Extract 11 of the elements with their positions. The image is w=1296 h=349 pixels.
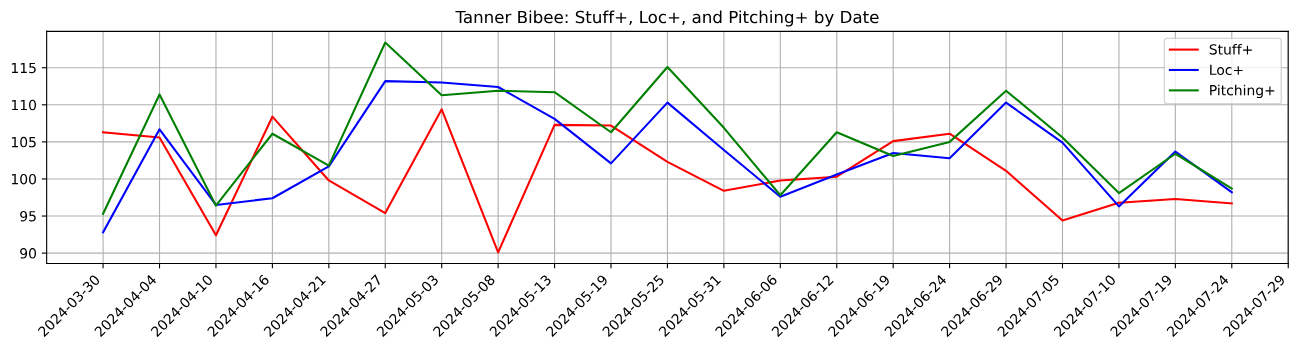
y-tick-label: 90 bbox=[20, 248, 37, 259]
y-tick-label: 110 bbox=[11, 99, 37, 111]
y-tick-label: 115 bbox=[11, 62, 36, 74]
legend-label: Stuff+ bbox=[1209, 43, 1252, 55]
y-tick-label: 105 bbox=[11, 136, 36, 148]
line-series bbox=[102, 108, 1233, 254]
legend-label: Pitching+ bbox=[1210, 84, 1275, 99]
y-tick-label: 100 bbox=[11, 173, 37, 185]
y-tick-label: 95 bbox=[20, 211, 36, 222]
legend-label: Loc+ bbox=[1210, 64, 1243, 76]
chart-title: Tanner Bibee: Stuff+, Loc+, and Pitching+ by Date bbox=[455, 10, 879, 27]
